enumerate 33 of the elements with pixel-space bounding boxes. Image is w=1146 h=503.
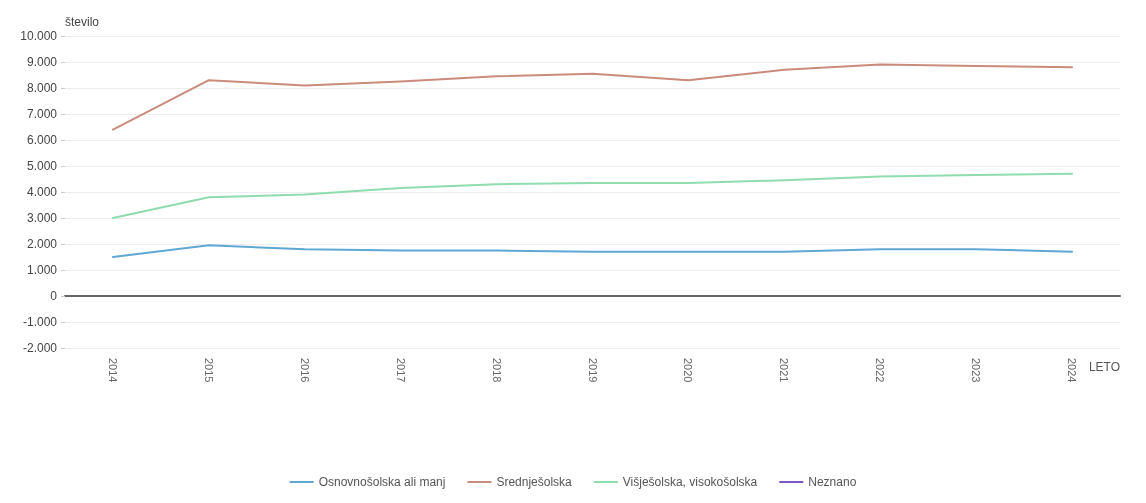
- line-series: [111, 172, 1074, 219]
- x-tick-label: 2024: [1066, 358, 1079, 383]
- x-tick-label: 2015: [202, 358, 215, 383]
- x-axis-title: LETO: [1088, 360, 1120, 374]
- line-series: [111, 63, 1074, 131]
- y-axis-title: število: [65, 15, 100, 29]
- y-tick-label: 3.000: [26, 211, 58, 225]
- x-tick-label: 2022: [874, 358, 887, 383]
- x-tick-label: 2018: [490, 358, 503, 383]
- y-tick-label: 2.000: [26, 237, 58, 251]
- x-tick-label: 2020: [682, 358, 695, 383]
- x-tick-label: 2023: [970, 358, 983, 383]
- y-tick-label: 9.000: [26, 55, 58, 69]
- legend-label: Srednješolska: [496, 475, 573, 489]
- y-tick-label: 0: [50, 289, 58, 303]
- line-series: [111, 244, 1074, 258]
- legend-label: Osnovnošolska ali manj: [318, 475, 446, 489]
- x-tick-label: 2014: [106, 358, 119, 383]
- y-tick-label: 7.000: [26, 107, 58, 121]
- x-tick-label: 2017: [394, 358, 407, 383]
- x-tick-label: 2016: [298, 358, 311, 383]
- y-tick-label: -2.000: [22, 341, 58, 355]
- y-tick-label: 5.000: [26, 159, 58, 173]
- y-tick-label: 8.000: [26, 81, 58, 95]
- y-tick-label: 1.000: [26, 263, 58, 277]
- y-tick-label: 10.000: [20, 29, 58, 43]
- y-tick-label: 6.000: [26, 133, 58, 147]
- x-tick-label: 2021: [778, 358, 791, 383]
- legend-label: Višješolska, visokošolska: [622, 475, 758, 489]
- y-tick-label: 4.000: [26, 185, 58, 199]
- y-tick-label: -1.000: [22, 315, 58, 329]
- legend-label: Neznano: [808, 475, 857, 489]
- x-tick-label: 2019: [586, 358, 599, 383]
